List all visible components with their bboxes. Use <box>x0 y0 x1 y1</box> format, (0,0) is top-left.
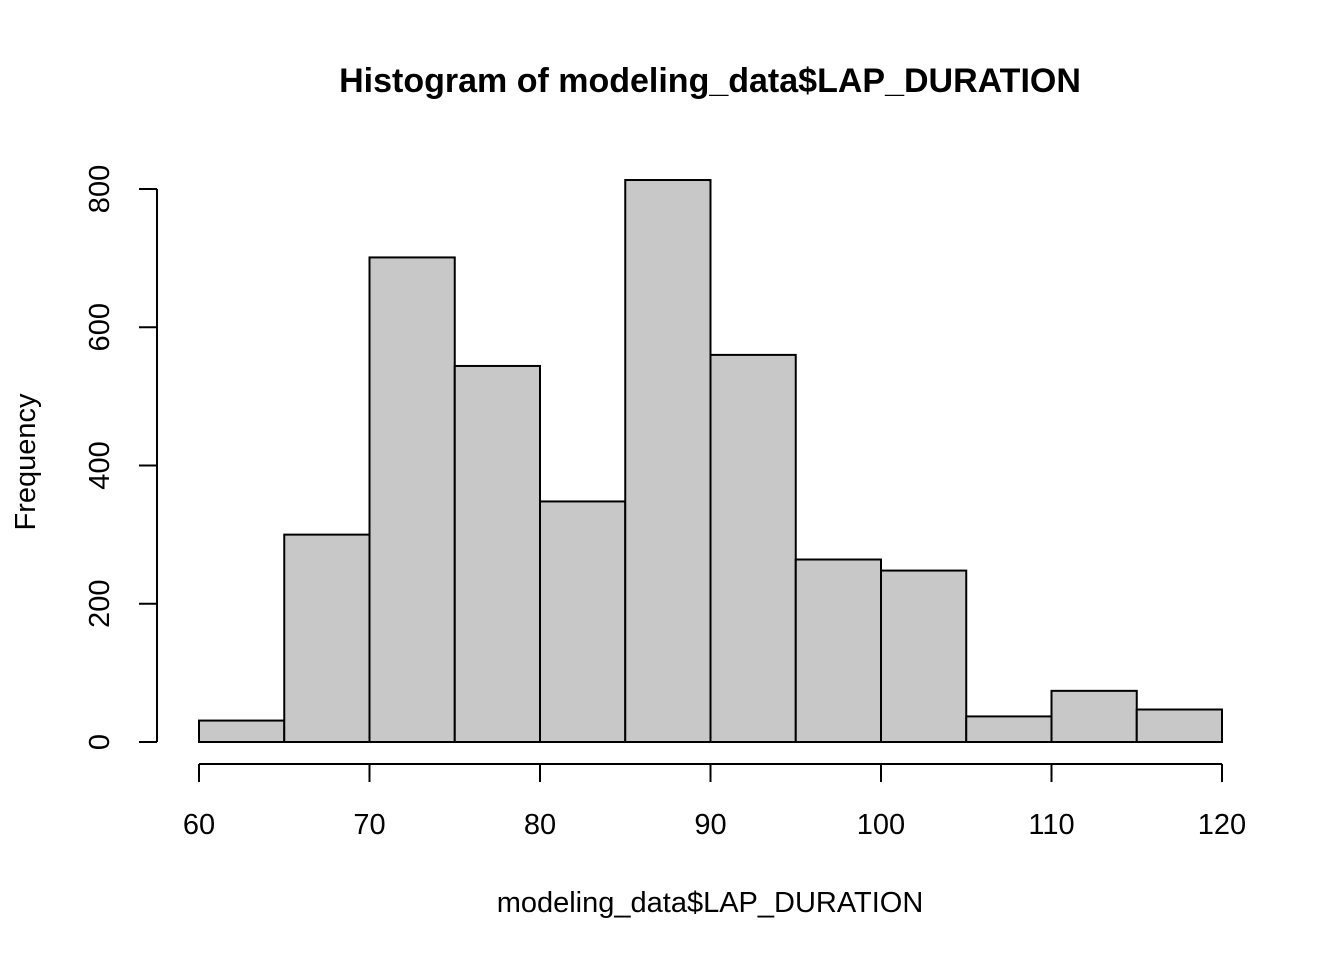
y-axis: 0 200 400 600 800 <box>84 165 158 750</box>
y-axis-label: Frequency <box>10 393 42 531</box>
histogram-bar <box>283 533 371 743</box>
histogram-bar <box>709 353 797 743</box>
histogram-bar <box>965 715 1053 744</box>
histogram-bar <box>624 179 712 744</box>
histogram-bar <box>453 364 541 743</box>
x-tick-label: 90 <box>694 809 726 841</box>
x-tick-label: 110 <box>1028 809 1074 841</box>
x-tick-label: 100 <box>857 809 905 841</box>
histogram-bar <box>794 558 882 744</box>
y-tick-label: 600 <box>84 303 116 351</box>
y-tick-label: 400 <box>84 441 116 489</box>
histogram-bar <box>539 500 627 743</box>
y-tick-label: 200 <box>84 580 116 628</box>
x-tick-label: 120 <box>1198 809 1246 841</box>
histogram-bar <box>1135 708 1223 743</box>
chart-title: Histogram of modeling_data$LAP_DURATION <box>339 62 1081 100</box>
x-tick-label: 80 <box>524 809 556 841</box>
histogram-bar <box>198 719 286 743</box>
bars-group <box>198 179 1223 744</box>
histogram-bar <box>880 569 968 743</box>
x-axis-label: modeling_data$LAP_DURATION <box>497 887 924 919</box>
histogram-bar <box>368 256 456 743</box>
histogram-bar <box>1050 689 1138 743</box>
y-tick-label: 800 <box>84 165 116 213</box>
x-tick-label: 70 <box>353 809 385 841</box>
y-tick-label: 0 <box>84 734 116 750</box>
x-axis: 60 70 80 90 100 110 120 <box>183 763 1246 841</box>
x-tick-label: 60 <box>183 809 215 841</box>
